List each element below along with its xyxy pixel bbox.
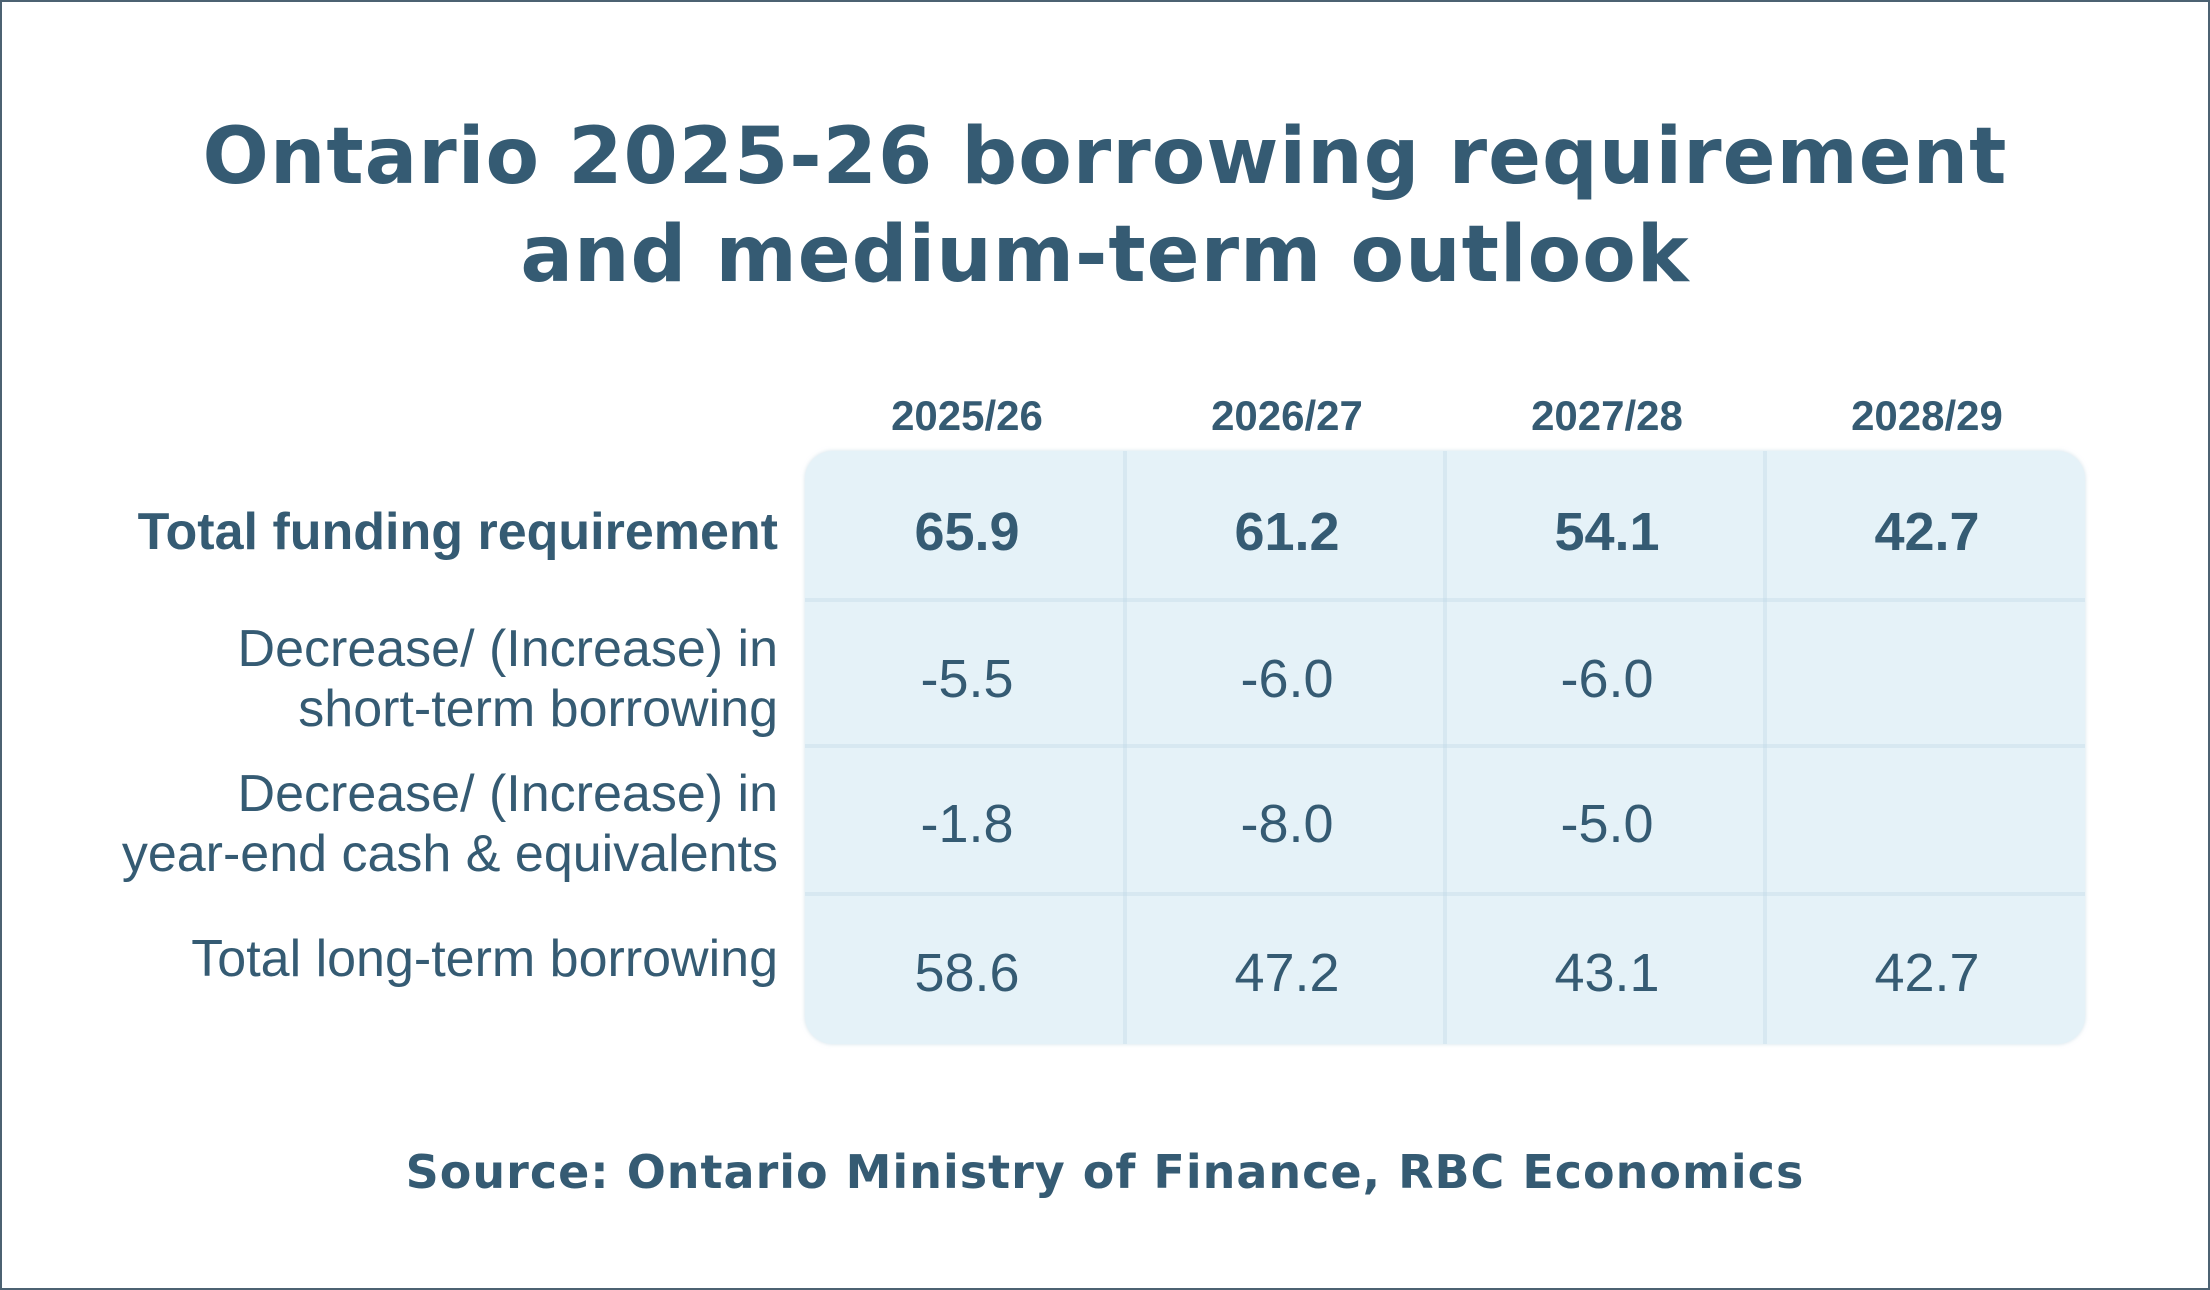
table-cell: 54.1 xyxy=(1554,502,1660,562)
source-note: Source: Ontario Ministry of Finance, RBC… xyxy=(405,1145,1805,1199)
column-divider xyxy=(1443,451,1447,1044)
chart-title-line-1: Ontario 2025-26 borrowing requirement xyxy=(202,112,2008,202)
row-divider xyxy=(805,598,2085,602)
row-label-line: Decrease/ (Increase) in xyxy=(237,620,778,678)
row-label-line: Total funding requirement xyxy=(137,503,778,561)
table-cell: 42.7 xyxy=(1874,502,1980,562)
column-divider xyxy=(1123,451,1127,1044)
row-label: Decrease/ (Increase) in year-end cash & e… xyxy=(122,764,778,884)
table-cell: -6.0 xyxy=(1240,649,1334,709)
table-cell: -1.8 xyxy=(920,794,1014,854)
table-panel xyxy=(805,451,2085,1044)
column-divider xyxy=(1763,451,1767,1044)
table-cell: 61.2 xyxy=(1234,502,1340,562)
row-label: Total funding requirement xyxy=(138,502,778,562)
column-header: 2026/27 xyxy=(1211,392,1363,439)
row-label-line: Decrease/ (Increase) in xyxy=(237,765,778,823)
chart-title-line-2: and medium-term outlook xyxy=(520,210,1690,300)
table-cell: -6.0 xyxy=(1560,649,1654,709)
table-cell: 42.7 xyxy=(1874,943,1980,1003)
row-label-line: short-term borrowing xyxy=(298,680,778,738)
table-cell: 43.1 xyxy=(1554,943,1660,1003)
row-label: Decrease/ (Increase) in short-term borrow… xyxy=(238,619,778,739)
column-header: 2025/26 xyxy=(891,392,1043,439)
row-divider xyxy=(805,744,2085,748)
column-header: 2027/28 xyxy=(1531,392,1683,439)
row-label-line: year-end cash & equivalents xyxy=(121,825,778,883)
table-cell: 58.6 xyxy=(914,943,1020,1003)
row-label-line: Total long-term borrowing xyxy=(191,930,778,988)
table-cell: -5.0 xyxy=(1560,794,1654,854)
column-header: 2028/29 xyxy=(1851,392,2003,439)
table-cell: -5.5 xyxy=(920,649,1014,709)
table-cell: -8.0 xyxy=(1240,794,1334,854)
chart-title: Ontario 2025-26 borrowing requirement an… xyxy=(0,108,2210,304)
row-label: Total long-term borrowing xyxy=(191,929,778,989)
table-cell: 47.2 xyxy=(1234,943,1340,1003)
row-divider xyxy=(805,892,2085,896)
table-cell: 65.9 xyxy=(914,502,1020,562)
